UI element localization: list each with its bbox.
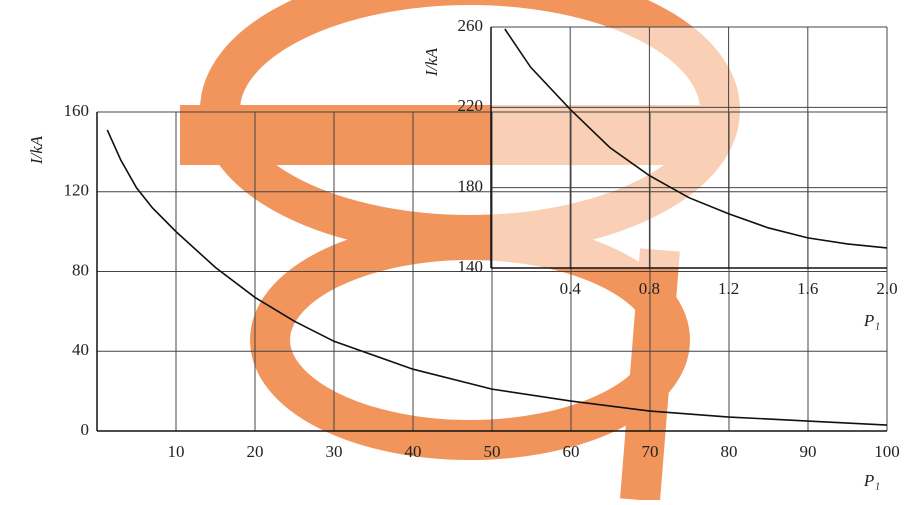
x-tick-label: 10 [168, 442, 185, 461]
x-tick-label: 30 [326, 442, 343, 461]
x-axis-label: P₁ [863, 311, 880, 330]
y-tick-label: 220 [458, 96, 484, 115]
y-tick-label: 40 [72, 340, 89, 359]
x-tick-label: 70 [642, 442, 659, 461]
chart: 10 20 30 40 50 60 70 80 90 100 0 40 80 120 160 I/kA P₁ 0.… [0, 0, 912, 500]
x-tick-label: 100 [874, 442, 900, 461]
x-tick-label: 60 [563, 442, 580, 461]
x-tick-label: 20 [247, 442, 264, 461]
y-tick-label: 120 [64, 181, 90, 200]
x-axis-label: P₁ [863, 471, 880, 490]
x-tick-label: 1.2 [718, 279, 739, 298]
x-tick-label: 50 [484, 442, 501, 461]
y-axis-label: I/kA [27, 135, 46, 165]
y-tick-label: 160 [64, 101, 90, 120]
y-tick-label: 180 [458, 177, 484, 196]
y-tick-label: 140 [458, 257, 484, 276]
x-tick-label: 90 [800, 442, 817, 461]
y-tick-label: 80 [72, 260, 89, 279]
x-tick-label: 40 [405, 442, 422, 461]
x-tick-label: 0.4 [560, 279, 582, 298]
y-axis-label: I/kA [422, 47, 441, 77]
y-tick-label: 260 [458, 16, 484, 35]
x-tick-label: 80 [721, 442, 738, 461]
x-tick-label: 0.8 [639, 279, 660, 298]
x-tick-label: 1.6 [797, 279, 818, 298]
y-tick-label: 0 [81, 420, 90, 439]
page: 10 20 30 40 50 60 70 80 90 100 0 40 80 120 160 I/kA P₁ 0.… [0, 0, 912, 505]
x-tick-label: 2.0 [876, 279, 897, 298]
inset-background [491, 27, 887, 268]
